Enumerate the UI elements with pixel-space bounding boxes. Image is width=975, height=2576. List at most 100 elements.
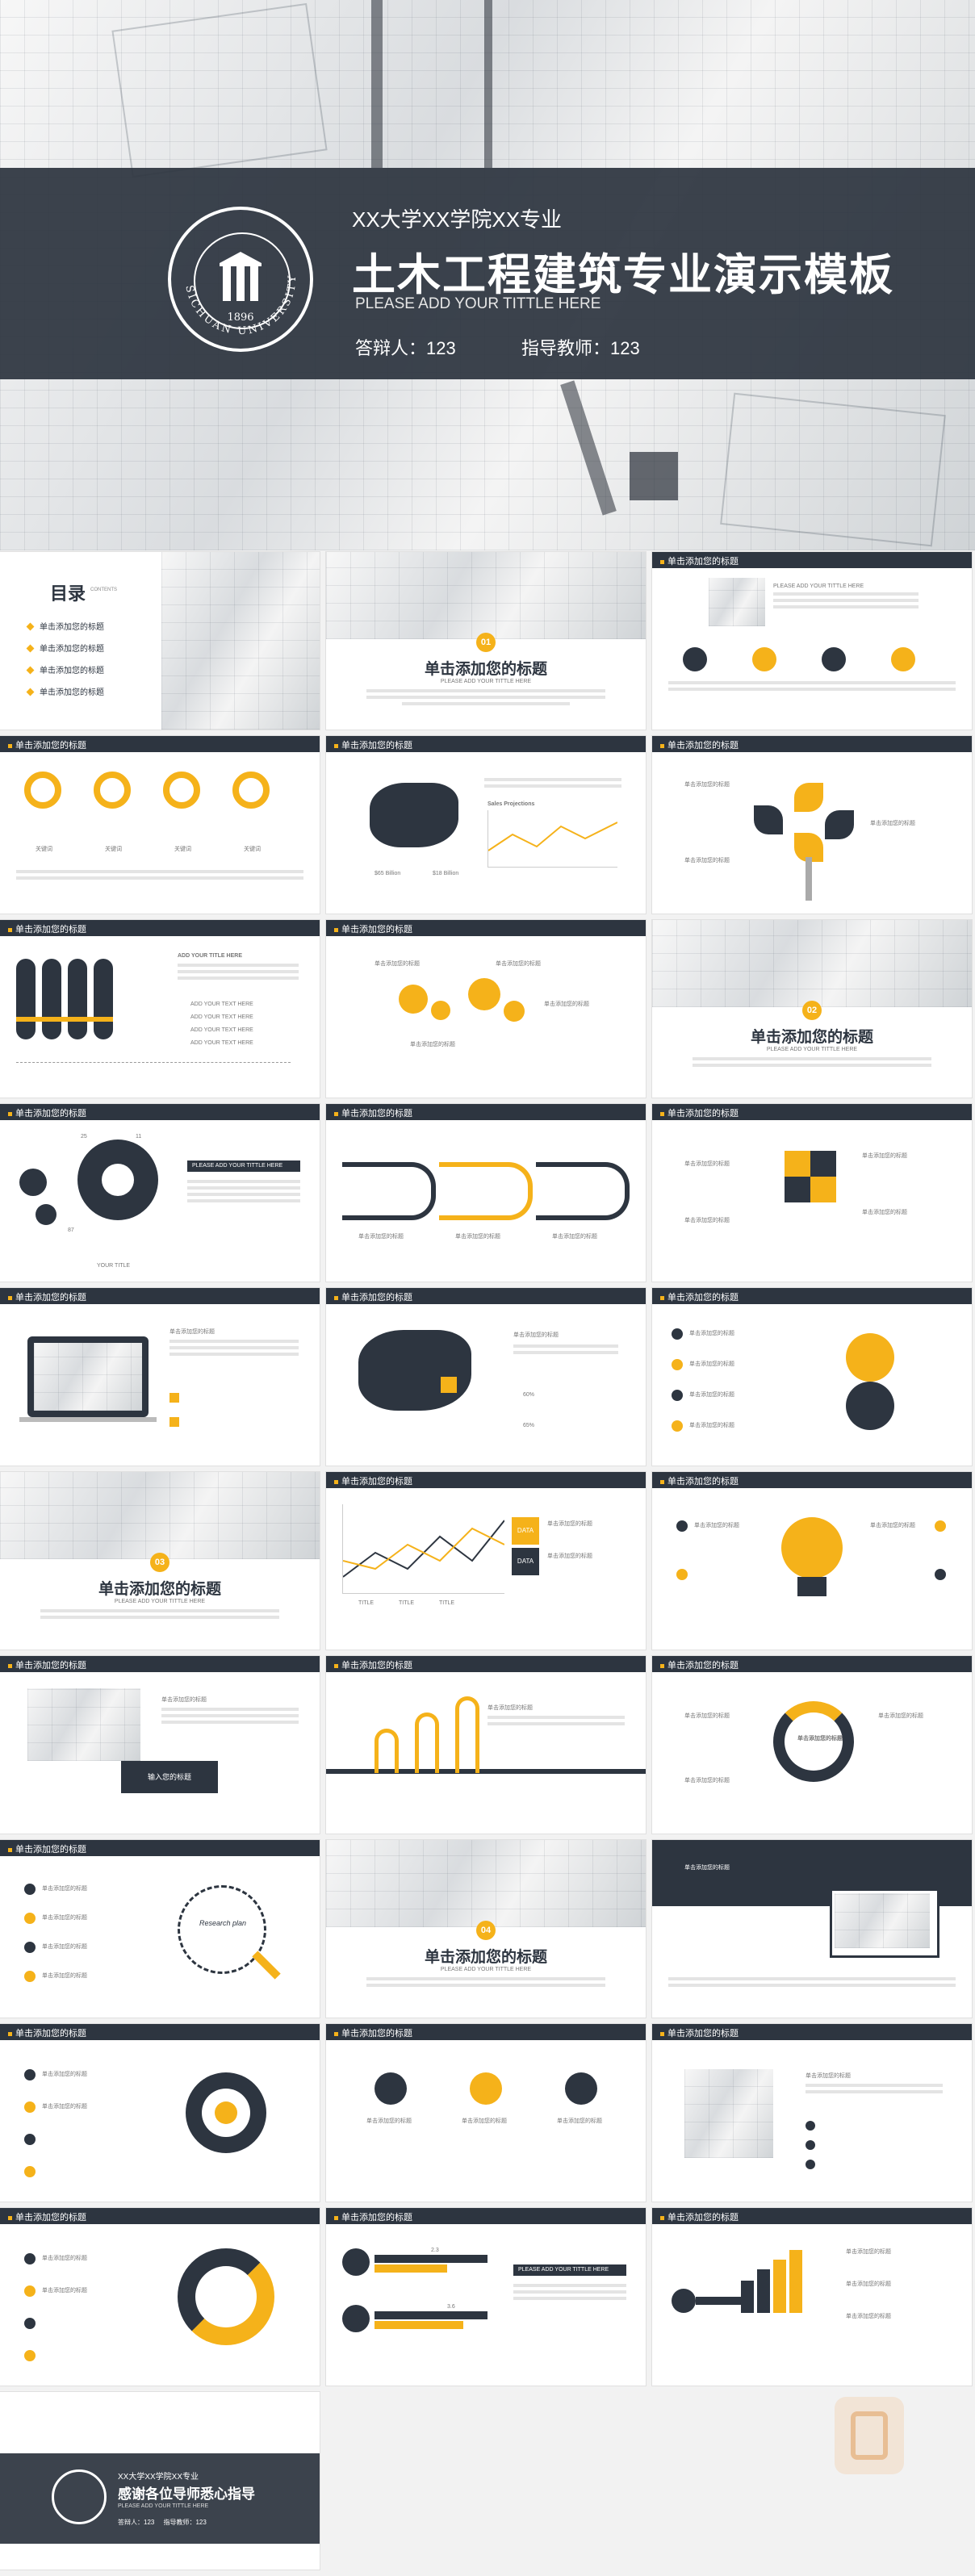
search-icon [342, 2305, 370, 2332]
bulb-icon [891, 647, 915, 671]
megaphone-icon [375, 2072, 407, 2105]
slide-tree[interactable]: 单击添加您的标题 单击添加您的标题 单击添加您的标题 单击添加您的标题 [652, 736, 972, 914]
section-title: 单击添加您的标题 [424, 661, 547, 678]
university-logo [52, 2469, 107, 2524]
puzzle-piece [785, 1177, 810, 1202]
slide-photo-list[interactable]: 单击添加您的标题 单击添加您的标题 [652, 2024, 972, 2202]
slide-three-icons[interactable]: 单击添加您的标题 单击添加您的标题 单击添加您的标题 单击添加您的标题 [326, 2024, 646, 2202]
slide-ring-chart[interactable]: 单击添加您的标题 单击添加您的标题 单击添加您的标题 [0, 2208, 320, 2386]
slide-research[interactable]: 单击添加您的标题 单击添加您的标题 单击添加您的标题 单击添加您的标题 单击添加… [0, 1840, 320, 2018]
ring-chart [178, 2248, 274, 2345]
slide-target[interactable]: 单击添加您的标题 单击添加您的标题 单击添加您的标题 [0, 2024, 320, 2202]
bar-capsule [68, 959, 87, 1039]
slide-section-03[interactable]: 03 单击添加您的标题 PLEASE ADD YOUR TITTLE HERE [0, 1472, 320, 1650]
section-title: 单击添加您的标题 [98, 1581, 221, 1598]
slide-magnifiers[interactable]: 单击添加您的标题 关键词 关键词 关键词 关键词 [0, 736, 320, 914]
crane-mast [484, 0, 492, 168]
magnifier-icon [232, 772, 270, 809]
slide-bulb[interactable]: 单击添加您的标题 单击添加您的标题 单击添加您的标题 [652, 1472, 972, 1650]
flag-icon [565, 2072, 597, 2105]
gear-icon [36, 1204, 56, 1225]
toc-item[interactable]: 单击添加您的标题 [26, 620, 104, 632]
bar-capsule [16, 959, 36, 1039]
slide-circle-icons[interactable]: 单击添加您的标题 单击添加您的标题 单击添加您的标题 单击添加您的标题 单击添加… [652, 1288, 972, 1466]
cover-band [0, 168, 975, 379]
toc-item[interactable]: 单击添加您的标题 [26, 663, 104, 675]
magnifier-icon [178, 1885, 266, 1974]
gate-icon [220, 252, 262, 301]
slide-photo-box[interactable]: 单击添加您的标题 输入您的标题 单击添加您的标题 [0, 1656, 320, 1834]
slide-line-data[interactable]: 单击添加您的标题 TITLE TITLE TITLE DATA DATA 单击添… [326, 1472, 646, 1650]
tree-trunk [806, 857, 812, 901]
section-number: 02 [802, 1001, 822, 1020]
slide-icons[interactable]: 单击添加您的标题 PLEASE ADD YOUR TITTLE HERE [652, 552, 972, 730]
crane-base [630, 452, 678, 500]
eye-icon [822, 647, 846, 671]
slide-section-04[interactable]: 04 单击添加您的标题 PLEASE ADD YOUR TITTLE HERE [326, 1840, 646, 2018]
university-logo: SICHUAN UNIVERSITY 1896 [168, 207, 313, 352]
puzzle-piece [810, 1151, 836, 1177]
slide-gears[interactable]: 单击添加您的标题 单击添加您的标题 单击添加您的标题 单击添加您的标题 单击添加… [326, 920, 646, 1098]
cover-subtitle: XX大学XX学院XX专业 [352, 207, 563, 232]
slide-timeline[interactable]: 单击添加您的标题 单击添加您的标题 [326, 1656, 646, 1834]
leaf-icon [794, 783, 823, 812]
arrow-path [439, 1162, 533, 1220]
leaf-icon [754, 805, 783, 834]
slide-laptop[interactable]: 单击添加您的标题 单击添加您的标题 [0, 1288, 320, 1466]
coin-icon [470, 2072, 502, 2105]
toc-item[interactable]: 单击添加您的标题 [26, 685, 104, 697]
slide-section-02[interactable]: 02 单击添加您的标题 PLEASE ADD YOUR TITTLE HERE [652, 920, 972, 1098]
clock-icon [752, 647, 776, 671]
arrow-path [342, 1162, 436, 1220]
key-icon [672, 2289, 696, 2313]
slide-cycle[interactable]: 单击添加您的标题 单击添加您的标题 单击添加您的标题 单击添加您的标题 单击添加… [652, 1656, 972, 1834]
gear-icon [431, 1001, 450, 1020]
blueprint-sheet [111, 2, 328, 178]
watermark-logo [835, 2397, 904, 2474]
blueprint-sheet [720, 392, 946, 547]
slide-toc[interactable]: 目录 CONTENTS 单击添加您的标题 单击添加您的标题 单击添加您的标题 单… [0, 552, 320, 730]
puzzle-piece [785, 1151, 810, 1177]
magnifier-icon [24, 772, 61, 809]
cover-slide[interactable]: SICHUAN UNIVERSITY 1896 XX大学XX学院XX专业 土木工… [0, 0, 975, 550]
crane-arm [560, 380, 617, 516]
bar-band [16, 1017, 113, 1022]
pen-icon [683, 647, 707, 671]
section-number: 04 [476, 1921, 496, 1940]
line-chart [488, 810, 618, 868]
toc-heading: 目录 [50, 583, 86, 604]
toc-list: 单击添加您的标题 单击添加您的标题 单击添加您的标题 单击添加您的标题 [26, 620, 104, 707]
slide-progress[interactable]: 单击添加您的标题 2.3 3.6 PLEASE ADD YOUR TITTLE … [326, 2208, 646, 2386]
cover-title: 土木工程建筑专业演示模板 [352, 251, 894, 299]
toc-item[interactable]: 单击添加您的标题 [26, 642, 104, 654]
hourglass-icon [846, 1382, 894, 1430]
bar-capsule [42, 959, 61, 1039]
slide-map-chart[interactable]: 单击添加您的标题 $65 Billion $18 Billion Sales P… [326, 736, 646, 914]
china-map [370, 783, 458, 847]
slide-big-gear[interactable]: 单击添加您的标题 25 11 87 YOUR TITLE PLEASE ADD … [0, 1104, 320, 1282]
cover-defender: 答辩人：123 [355, 338, 456, 358]
cover-advisor: 指导教师：123 [521, 338, 640, 358]
magnifier-icon [94, 772, 131, 809]
magnifier-icon [163, 772, 200, 809]
slide-key-bars[interactable]: 单击添加您的标题 单击添加您的标题 单击添加您的标题 单击添加您的标题 [652, 2208, 972, 2386]
crane-mast [371, 0, 383, 168]
section-number: 03 [150, 1553, 169, 1572]
slide-thanks[interactable]: XX大学XX学院XX专业 感谢各位导师悉心指导 PLEASE ADD YOUR … [0, 2392, 320, 2570]
slide-map-percent[interactable]: 单击添加您的标题 60% 65% 单击添加您的标题 [326, 1288, 646, 1466]
gear-icon [504, 1001, 525, 1022]
slide-bars[interactable]: 单击添加您的标题 ADD YOUR TITLE HERE ADD YOUR TE… [0, 920, 320, 1098]
logo-year: 1896 [227, 312, 254, 324]
puzzle-piece [810, 1177, 836, 1202]
toc-heading-en: CONTENTS [90, 588, 117, 592]
china-map [358, 1330, 471, 1411]
slide-puzzle[interactable]: 单击添加您的标题 单击添加您的标题 单击添加您的标题 单击添加您的标题 单击添加… [652, 1104, 972, 1282]
leaf-icon [825, 810, 854, 839]
section-number: 01 [476, 633, 496, 652]
section-subtitle: PLEASE ADD YOUR TITTLE HERE [440, 679, 532, 684]
slide-arrows[interactable]: 单击添加您的标题 单击添加您的标题 单击添加您的标题 单击添加您的标题 [326, 1104, 646, 1282]
magnifier-group [24, 772, 299, 836]
cut-line [16, 1062, 291, 1063]
slide-section-01[interactable]: 01 单击添加您的标题 PLEASE ADD YOUR TITTLE HERE [326, 552, 646, 730]
slide-laptop-band[interactable]: 单击添加您的标题 [652, 1840, 972, 2018]
